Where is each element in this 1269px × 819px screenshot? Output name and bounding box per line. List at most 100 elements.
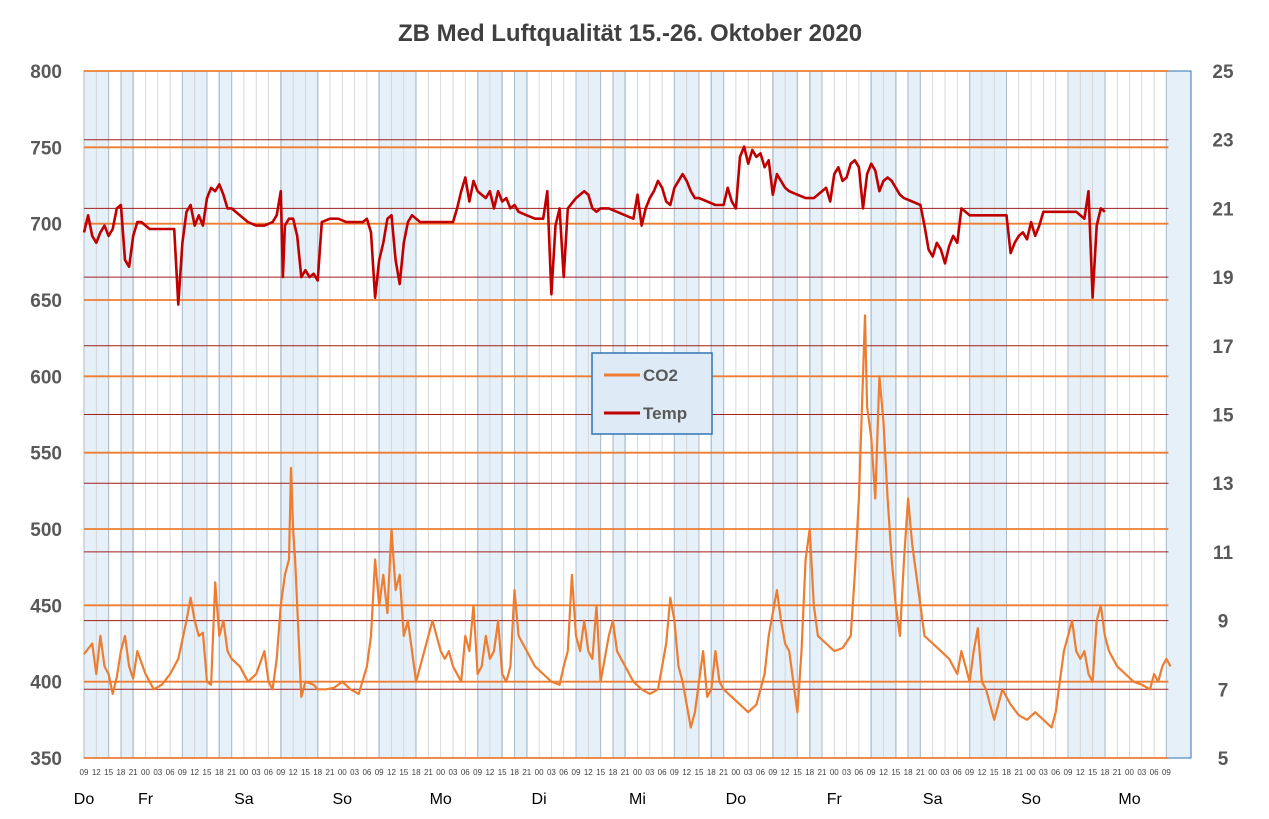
chart-title: ZB Med Luftqualität 15.-26. Oktober 2020: [398, 20, 862, 47]
day-label-1: Fr: [138, 791, 154, 808]
hour-label-2: 15: [104, 768, 113, 777]
hour-label-49: 12: [682, 768, 691, 777]
day-label-0: Do: [74, 791, 95, 808]
hour-label-71: 06: [953, 768, 962, 777]
hour-label-15: 06: [264, 768, 273, 777]
day-label-9: Sa: [923, 791, 943, 808]
hour-label-74: 15: [990, 768, 999, 777]
hour-label-19: 18: [313, 768, 322, 777]
hour-label-24: 09: [375, 768, 384, 777]
hour-label-35: 18: [510, 768, 519, 777]
legend-label-co2: CO2: [643, 366, 678, 385]
hour-label-55: 06: [756, 768, 765, 777]
hour-label-39: 06: [559, 768, 568, 777]
hour-label-77: 00: [1027, 768, 1036, 777]
hour-label-82: 15: [1088, 768, 1097, 777]
hour-label-40: 09: [572, 768, 581, 777]
right-tick-label-4: 13: [1212, 474, 1233, 495]
right-tick-label-9: 23: [1212, 131, 1233, 152]
hour-label-70: 03: [941, 768, 950, 777]
left-tick-label-9: 800: [30, 62, 62, 83]
hour-label-34: 15: [498, 768, 507, 777]
hour-label-60: 21: [818, 768, 827, 777]
x-axis-day-labels: Do Fr Sa So Mo Di Mi Do Fr Sa So Mo: [74, 791, 1141, 808]
hour-label-68: 21: [916, 768, 925, 777]
legend-label-temp: Temp: [643, 404, 687, 423]
left-tick-label-1: 400: [30, 673, 62, 694]
right-tick-label-10: 25: [1212, 62, 1234, 83]
hour-label-85: 00: [1125, 768, 1134, 777]
day-label-10: So: [1021, 791, 1041, 808]
right-tick-label-6: 17: [1212, 337, 1233, 358]
left-tick-label-3: 500: [30, 520, 62, 541]
hour-label-8: 09: [178, 768, 187, 777]
hour-label-27: 18: [412, 768, 421, 777]
hour-label-21: 00: [338, 768, 347, 777]
hour-label-29: 00: [436, 768, 445, 777]
hour-label-52: 21: [719, 768, 728, 777]
hour-label-32: 09: [473, 768, 482, 777]
hour-label-67: 18: [904, 768, 913, 777]
hour-label-63: 06: [854, 768, 863, 777]
left-tick-label-2: 450: [30, 596, 62, 617]
hour-label-20: 21: [326, 768, 335, 777]
hour-label-69: 00: [928, 768, 937, 777]
series-line-co2: [83, 314, 1172, 729]
hour-label-3: 18: [116, 768, 125, 777]
hour-label-83: 18: [1100, 768, 1109, 777]
series-line-temp: [82, 145, 1106, 306]
right-tick-label-3: 11: [1213, 543, 1234, 564]
left-tick-label-6: 650: [30, 291, 62, 312]
hour-label-41: 12: [584, 768, 593, 777]
hour-label-0: 09: [80, 768, 89, 777]
hour-label-38: 03: [547, 768, 556, 777]
left-tick-label-7: 700: [30, 215, 62, 236]
hour-label-5: 00: [141, 768, 150, 777]
left-tick-label-8: 750: [30, 138, 62, 159]
hour-label-47: 06: [658, 768, 667, 777]
day-label-6: Mi: [629, 791, 646, 808]
hour-label-84: 21: [1113, 768, 1122, 777]
hour-label-53: 00: [731, 768, 740, 777]
hour-label-9: 12: [190, 768, 199, 777]
series-lines: [82, 145, 1172, 729]
hour-label-44: 21: [621, 768, 630, 777]
hour-label-13: 00: [239, 768, 248, 777]
hour-label-58: 15: [793, 768, 802, 777]
hour-label-76: 21: [1014, 768, 1023, 777]
hour-label-78: 03: [1039, 768, 1048, 777]
day-label-8: Fr: [827, 791, 843, 808]
hour-label-62: 03: [842, 768, 851, 777]
hour-label-65: 12: [879, 768, 888, 777]
hour-label-18: 15: [301, 768, 310, 777]
right-tick-label-1: 7: [1218, 680, 1229, 701]
hour-label-25: 12: [387, 768, 396, 777]
hour-label-1: 12: [92, 768, 101, 777]
hour-label-33: 12: [485, 768, 494, 777]
hour-label-59: 18: [805, 768, 814, 777]
x-axis-hour-labels: 09 12 15 18 21 00 03 06 09 12 15 18 21 00 03 06 09 12 15 18…: [80, 768, 1172, 777]
hour-label-75: 18: [1002, 768, 1011, 777]
day-label-5: Di: [532, 791, 547, 808]
day-label-11: Mo: [1118, 791, 1140, 808]
hour-label-61: 00: [830, 768, 839, 777]
hour-label-51: 18: [707, 768, 716, 777]
hour-label-66: 15: [891, 768, 900, 777]
right-axis-tick-labels: 5 7 9 11 13 15 17 19 21 23 25: [1212, 62, 1234, 770]
left-tick-label-5: 600: [30, 367, 62, 388]
hour-label-10: 15: [203, 768, 212, 777]
right-tick-label-0: 5: [1218, 749, 1229, 770]
hour-label-4: 21: [129, 768, 138, 777]
right-tick-label-2: 9: [1218, 612, 1229, 633]
hour-label-80: 09: [1064, 768, 1073, 777]
hour-label-6: 03: [153, 768, 162, 777]
hour-label-81: 12: [1076, 768, 1085, 777]
legend-box: [591, 352, 713, 435]
hour-label-87: 06: [1150, 768, 1159, 777]
hour-label-37: 00: [535, 768, 544, 777]
shaded-period-18: [1165, 70, 1192, 759]
hour-label-42: 15: [596, 768, 605, 777]
hour-label-45: 00: [633, 768, 642, 777]
day-label-3: So: [333, 791, 353, 808]
